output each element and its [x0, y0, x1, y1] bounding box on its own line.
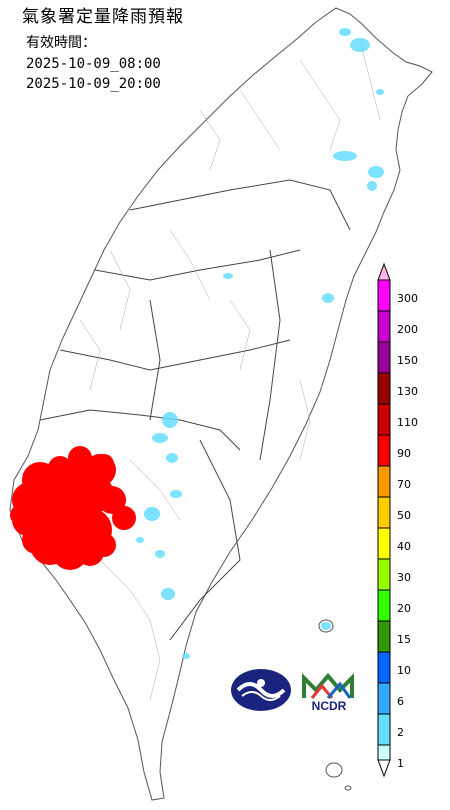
- valid-end-time: 2025-10-09_20:00: [26, 76, 161, 92]
- cwa-logo: [231, 669, 291, 711]
- valid-start-time: 2025-10-09_08:00: [26, 56, 161, 72]
- valid-time-label: 有效時間：: [26, 35, 96, 51]
- ncdr-logo-text: NCDR: [312, 699, 347, 712]
- taiwan-outline: [9, 7, 433, 801]
- ncdr-logo: NCDR: [302, 672, 354, 712]
- heavy-rain-area: [10, 446, 136, 570]
- islands: [318, 619, 352, 791]
- map-title: 氣象署定量降雨預報: [22, 7, 184, 27]
- county-borders: [39, 179, 351, 641]
- light-rain-areas: [136, 28, 384, 659]
